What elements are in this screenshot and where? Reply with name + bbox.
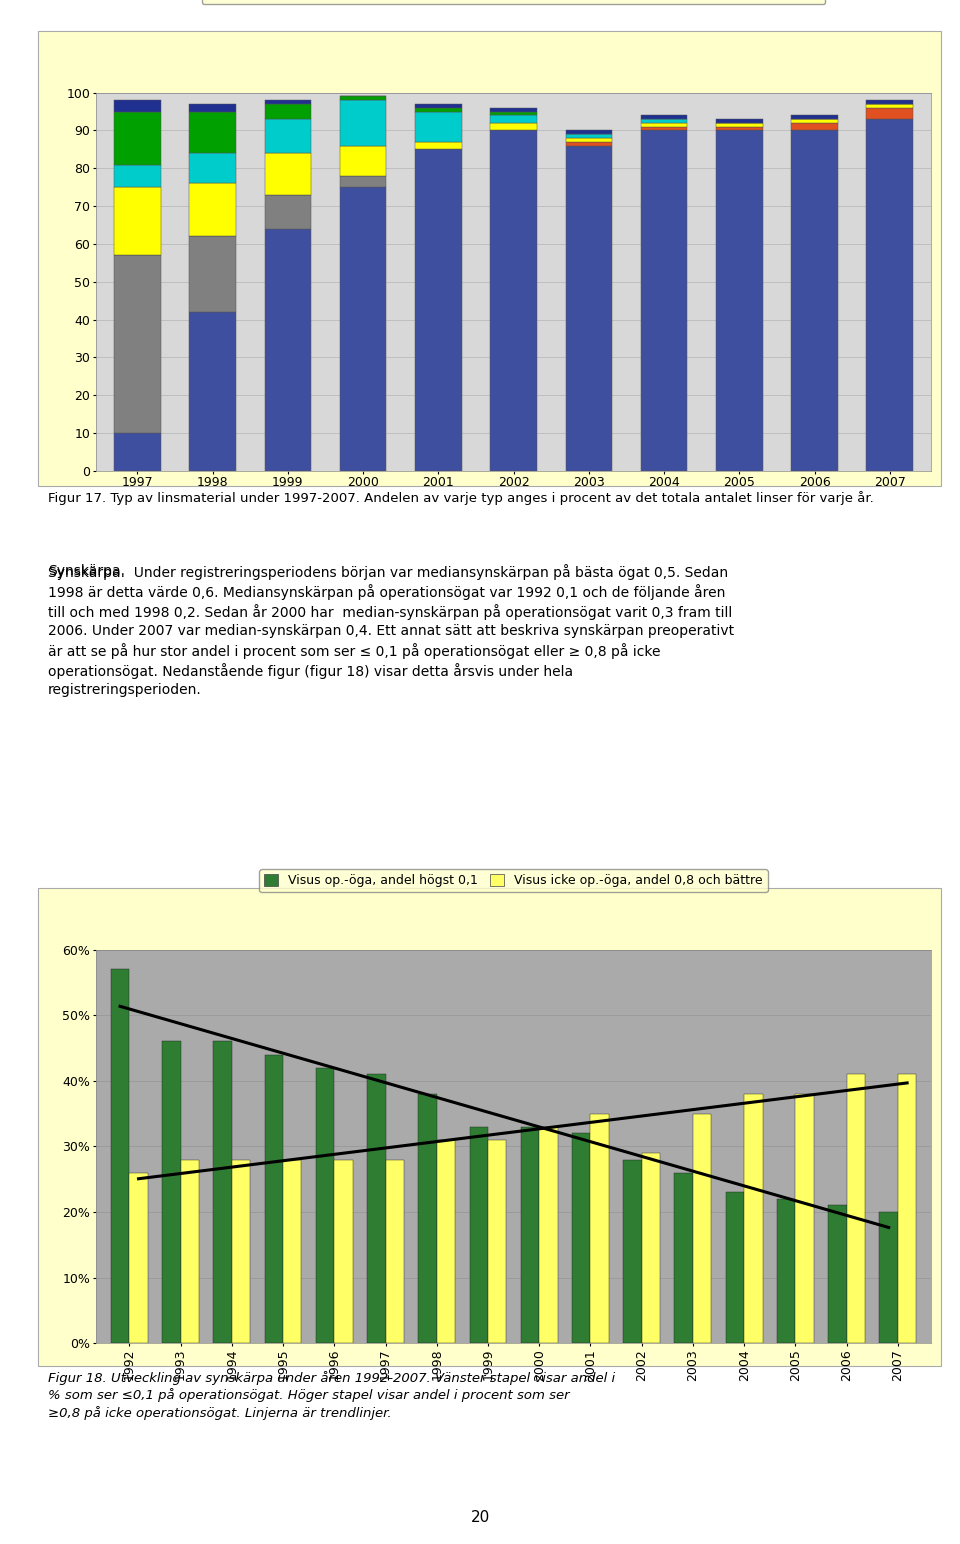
Bar <box>716 124 762 127</box>
Bar <box>716 131 762 471</box>
Bar <box>898 1075 917 1343</box>
Bar <box>572 1133 590 1343</box>
Bar <box>791 119 838 124</box>
Bar <box>777 1198 796 1343</box>
Bar <box>213 1041 231 1343</box>
Bar <box>162 1041 180 1343</box>
Legend: Acrylic hydrophobe, PMMA, Acrylic hydrophilic, Silicon, Hydrogel, HMS PMMA, PMMA: Acrylic hydrophobe, PMMA, Acrylic hydrop… <box>203 0 825 3</box>
Bar <box>491 124 537 131</box>
Bar <box>640 124 687 127</box>
Bar <box>189 236 236 312</box>
Text: Synskärpa.  Under registreringsperiodens början var mediansynskärpan på bästa ög: Synskärpa. Under registreringsperiodens … <box>48 564 734 698</box>
Bar <box>540 1127 558 1343</box>
Bar <box>520 1127 540 1343</box>
Bar <box>180 1160 199 1343</box>
Bar <box>231 1160 251 1343</box>
Bar <box>415 108 462 111</box>
Bar <box>488 1139 507 1343</box>
Bar <box>265 229 311 471</box>
Bar <box>415 142 462 150</box>
Bar <box>791 131 838 471</box>
Bar <box>334 1160 352 1343</box>
Text: Figur 17. Typ av linsmaterial under 1997-2007. Andelen av varje typ anges i proc: Figur 17. Typ av linsmaterial under 1997… <box>48 491 874 505</box>
Bar <box>265 153 311 195</box>
Bar <box>386 1160 404 1343</box>
Bar <box>565 145 612 471</box>
Bar <box>340 145 387 176</box>
Bar <box>565 142 612 145</box>
Bar <box>340 187 387 471</box>
Bar <box>847 1075 865 1343</box>
Bar <box>675 1173 693 1343</box>
Bar <box>726 1192 744 1343</box>
Bar <box>189 111 236 153</box>
Bar <box>791 124 838 131</box>
Bar <box>565 131 612 134</box>
Bar <box>316 1068 334 1343</box>
Bar <box>189 184 236 236</box>
Bar <box>415 150 462 471</box>
Bar <box>565 137 612 142</box>
Bar <box>828 1206 847 1343</box>
Bar <box>114 255 160 434</box>
Bar <box>623 1160 641 1343</box>
Bar <box>130 1173 148 1343</box>
Legend: Visus op.-öga, andel högst 0,1, Visus icke op.-öga, andel 0,8 och bättre: Visus op.-öga, andel högst 0,1, Visus ic… <box>259 869 768 892</box>
Bar <box>867 103 913 108</box>
Text: 20: 20 <box>470 1510 490 1525</box>
Bar <box>114 111 160 165</box>
Bar <box>796 1093 814 1343</box>
Bar <box>867 100 913 103</box>
Bar <box>265 195 311 229</box>
Bar <box>189 153 236 184</box>
Bar <box>189 312 236 471</box>
Bar <box>437 1139 455 1343</box>
Bar <box>744 1093 762 1343</box>
Bar <box>791 116 838 119</box>
Bar <box>415 111 462 142</box>
Text: Synskärpa.: Synskärpa. <box>48 564 125 577</box>
Bar <box>491 131 537 471</box>
Bar <box>114 165 160 187</box>
Bar <box>419 1093 437 1343</box>
Bar <box>640 127 687 131</box>
Bar <box>415 103 462 108</box>
Bar <box>590 1113 609 1343</box>
Bar <box>110 970 130 1343</box>
Bar <box>367 1075 386 1343</box>
Bar <box>867 119 913 471</box>
Bar <box>114 434 160 471</box>
Bar <box>879 1212 898 1343</box>
Bar <box>469 1127 488 1343</box>
Bar <box>114 187 160 255</box>
Bar <box>867 108 913 119</box>
Bar <box>340 96 387 100</box>
Bar <box>640 131 687 471</box>
Bar <box>189 103 236 111</box>
Bar <box>491 108 537 111</box>
Bar <box>716 119 762 124</box>
Bar <box>491 116 537 124</box>
Bar <box>340 176 387 187</box>
Bar <box>265 100 311 103</box>
Bar <box>265 119 311 153</box>
Bar <box>640 116 687 119</box>
Bar <box>491 111 537 116</box>
Bar <box>114 100 160 111</box>
Bar <box>265 1055 283 1343</box>
Text: Figur 18. Utveckling av synskärpa under åren 1992-2007. Vänster stapel visar and: Figur 18. Utveckling av synskärpa under … <box>48 1371 615 1419</box>
Bar <box>565 134 612 137</box>
Bar <box>340 100 387 145</box>
Bar <box>640 119 687 124</box>
Bar <box>283 1160 301 1343</box>
Bar <box>265 103 311 119</box>
Bar <box>641 1153 660 1343</box>
Bar <box>716 127 762 131</box>
Bar <box>693 1113 711 1343</box>
